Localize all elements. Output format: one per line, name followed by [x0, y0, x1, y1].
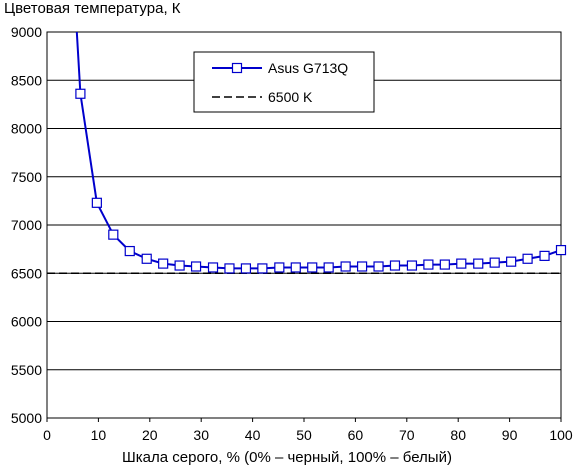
- data-point-marker: [356, 261, 368, 272]
- x-tick-label: 70: [399, 427, 415, 443]
- data-point-marker: [190, 261, 202, 272]
- y-tick-label: 6000: [11, 314, 42, 330]
- data-point-marker: [141, 253, 152, 264]
- data-point-marker: [439, 259, 450, 270]
- y-tick-label: 8000: [11, 121, 42, 137]
- x-tick-label: 60: [348, 427, 364, 443]
- data-point-marker: [506, 256, 517, 267]
- data-point-marker: [489, 257, 500, 268]
- data-point-marker: [257, 263, 268, 274]
- y-tick-label: 5500: [11, 362, 42, 378]
- data-point-marker: [456, 258, 467, 269]
- legend-label-6500k: 6500 K: [268, 89, 313, 105]
- data-point-marker: [274, 262, 285, 273]
- y-tick-label: 8500: [11, 72, 42, 88]
- y-tick-label: 7500: [11, 169, 42, 185]
- data-point-marker: [323, 262, 334, 273]
- data-point-marker: [158, 258, 169, 269]
- data-point-marker: [108, 229, 119, 240]
- data-point-marker: [75, 88, 86, 99]
- data-point-marker: [290, 262, 301, 273]
- data-point-marker: [555, 244, 567, 256]
- x-tick-label: 100: [549, 427, 573, 443]
- x-tick-label: 30: [193, 427, 209, 443]
- data-point-marker: [240, 263, 252, 274]
- y-tick-label: 6500: [11, 265, 42, 281]
- data-point-marker: [224, 263, 235, 274]
- x-tick-label: 90: [502, 427, 518, 443]
- data-point-marker: [307, 262, 318, 273]
- data-point-marker: [473, 258, 484, 269]
- data-point-marker: [174, 260, 185, 271]
- legend-box: [193, 51, 375, 113]
- y-tick-label: 5000: [11, 410, 42, 426]
- data-point-marker: [406, 260, 418, 271]
- x-tick-label: 0: [43, 427, 51, 443]
- legend-label-asus: Asus G713Q: [268, 60, 348, 76]
- x-tick-label: 80: [450, 427, 466, 443]
- data-point-marker: [340, 261, 351, 272]
- y-tick-label: 9000: [11, 24, 42, 40]
- legend: Asus G713Q 6500 K: [193, 51, 375, 113]
- y-tick-label: 7000: [11, 217, 42, 233]
- data-point-marker: [423, 259, 434, 270]
- data-point-marker: [207, 262, 219, 273]
- data-point-marker: [124, 245, 135, 257]
- x-tick-label: 10: [91, 427, 107, 443]
- data-point-marker: [389, 260, 401, 271]
- chart-title: Цветовая температура, К: [4, 0, 181, 17]
- x-tick-label: 50: [296, 427, 312, 443]
- data-point-marker: [522, 253, 533, 264]
- x-axis-label: Шкала серого, % (0% – черный, 100% – бел…: [122, 449, 452, 466]
- x-tick-label: 20: [142, 427, 158, 443]
- data-point-marker: [539, 250, 550, 261]
- legend-asus-marker: [231, 62, 243, 74]
- x-tick-label: 40: [245, 427, 261, 443]
- data-point-marker: [373, 261, 384, 272]
- data-point-marker: [91, 197, 102, 208]
